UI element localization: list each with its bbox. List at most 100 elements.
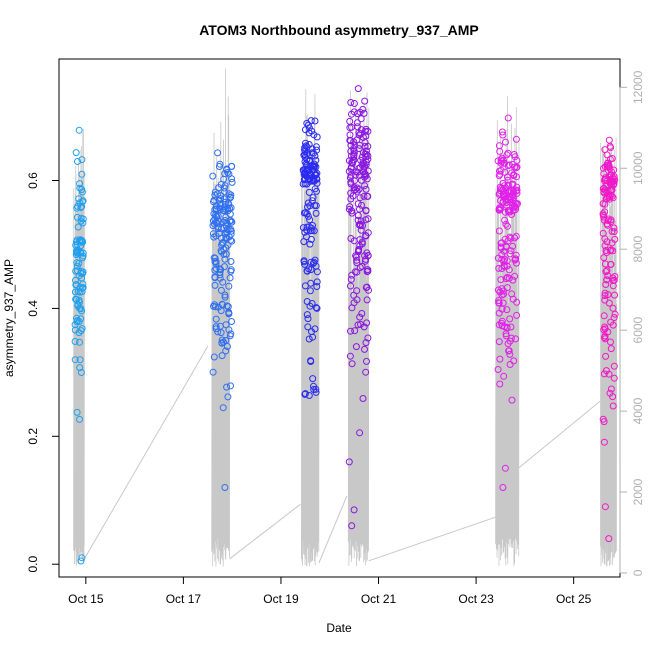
data-point — [605, 535, 613, 543]
data-point — [313, 268, 321, 276]
data-point — [361, 182, 369, 190]
data-point — [73, 408, 81, 416]
data-point — [511, 153, 519, 161]
data-point — [503, 273, 511, 281]
data-point — [313, 175, 321, 183]
data-point — [497, 159, 505, 167]
data-point — [310, 131, 318, 139]
data-point — [346, 203, 354, 211]
data-point — [305, 392, 313, 399]
data-point — [607, 338, 614, 346]
data-point — [211, 215, 219, 223]
data-point — [495, 172, 503, 180]
data-point — [216, 160, 224, 168]
data-point — [601, 332, 609, 340]
data-point — [607, 385, 615, 393]
data-point — [347, 99, 355, 106]
data-point — [347, 178, 355, 186]
data-point — [360, 109, 368, 117]
y-tick-label: 0.6 — [26, 172, 40, 189]
data-point — [305, 141, 313, 148]
data-point — [513, 163, 521, 171]
data-point — [604, 221, 612, 229]
data-point — [498, 305, 506, 313]
data-point — [309, 194, 317, 202]
data-point — [502, 275, 510, 283]
data-point — [348, 123, 356, 131]
data-point — [608, 227, 616, 235]
data-point — [78, 554, 86, 562]
data-point — [306, 216, 314, 224]
data-point — [211, 206, 219, 214]
data-point — [347, 282, 354, 290]
data-point — [353, 187, 361, 195]
data-point — [76, 180, 84, 188]
secondary-line-connector — [518, 398, 604, 469]
data-point — [311, 325, 319, 333]
data-point — [351, 268, 359, 276]
data-point — [600, 254, 608, 262]
data-point — [75, 195, 83, 203]
data-point — [305, 265, 313, 273]
data-point — [347, 165, 355, 172]
data-point — [605, 136, 613, 144]
data-point — [361, 345, 368, 353]
data-point — [307, 357, 315, 365]
data-point — [506, 361, 514, 368]
y2-tick-label: 4000 — [631, 397, 645, 424]
data-point — [77, 242, 85, 249]
data-point — [303, 298, 311, 305]
data-point — [75, 237, 83, 245]
y2-tick-label: 0 — [631, 569, 645, 576]
data-point — [497, 276, 505, 284]
data-point — [352, 343, 360, 351]
data-point — [496, 187, 504, 195]
secondary-line-connector — [318, 495, 348, 563]
data-point — [599, 415, 607, 423]
data-point — [602, 281, 610, 288]
data-point — [608, 239, 616, 247]
data-point — [603, 267, 611, 275]
data-point — [302, 160, 310, 168]
data-point — [361, 162, 368, 170]
data-point — [600, 216, 608, 224]
data-point — [76, 364, 84, 372]
data-point — [354, 200, 362, 208]
data-point — [361, 97, 369, 105]
data-point — [211, 274, 219, 282]
data-point — [347, 327, 354, 335]
data-point — [218, 336, 226, 344]
data-point — [73, 296, 80, 303]
data-point — [600, 326, 608, 334]
data-point — [507, 247, 515, 255]
data-point — [354, 212, 362, 219]
data-point — [313, 278, 321, 286]
data-point — [76, 338, 83, 346]
data-point — [355, 185, 363, 193]
data-point — [301, 260, 309, 268]
data-point — [313, 304, 321, 312]
data-point — [225, 190, 233, 198]
data-point — [360, 192, 368, 200]
data-point — [362, 132, 370, 140]
data-point — [494, 366, 502, 373]
data-point — [503, 284, 511, 292]
data-point — [511, 199, 519, 207]
data-point — [72, 149, 80, 157]
data-point — [504, 176, 512, 184]
y2-tick-label: 12000 — [631, 70, 645, 104]
data-point — [364, 215, 372, 223]
data-point — [356, 194, 364, 202]
data-point — [354, 216, 362, 224]
data-point — [76, 415, 83, 423]
data-point — [513, 173, 520, 181]
data-point — [346, 352, 354, 360]
data-point — [71, 321, 79, 329]
data-point — [77, 217, 85, 225]
data-point — [353, 119, 361, 127]
data-point — [505, 206, 513, 214]
data-point — [73, 241, 81, 248]
data-point — [218, 339, 226, 347]
data-point — [354, 85, 362, 93]
data-point — [228, 163, 236, 170]
